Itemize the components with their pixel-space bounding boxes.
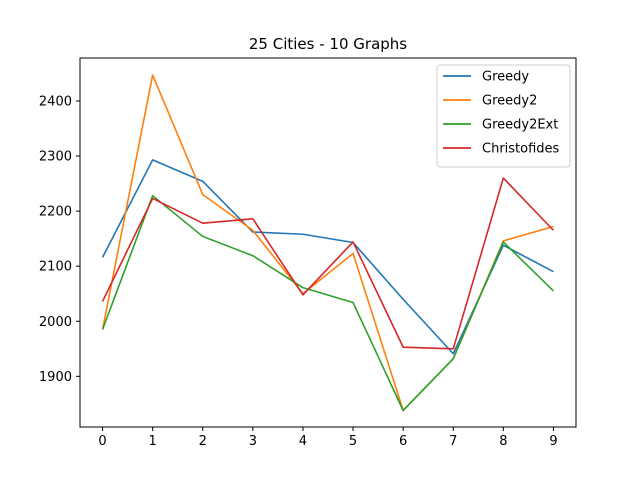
x-tick-label: 3 — [249, 434, 257, 449]
x-tick-label: 0 — [98, 434, 106, 449]
y-tick-label: 2000 — [39, 315, 72, 330]
legend: Greedy Greedy2 Greedy2Ext Christofides — [436, 64, 571, 168]
y-tick-label: 1900 — [39, 370, 72, 385]
legend-label-greedy: Greedy — [482, 70, 529, 85]
x-tick-label: 4 — [299, 434, 307, 449]
y-tick-label: 2100 — [39, 260, 72, 275]
legend-box — [436, 64, 571, 168]
chart-title: 25 Cities - 10 Graphs — [249, 35, 407, 53]
y-tick-label: 2200 — [39, 205, 72, 220]
series-line-christofides — [101, 177, 555, 350]
series-line-greedy2ext — [101, 194, 555, 412]
axes-layer: 0 1 2 3 4 5 6 7 8 9 1900 2000 2100 2200 2300 2400 — [39, 94, 558, 449]
legend-label-greedy2ext: Greedy2Ext — [482, 118, 558, 133]
legend-label-greedy2: Greedy2 — [482, 94, 537, 109]
y-tick-label: 2300 — [39, 150, 72, 165]
plot-frame — [79, 57, 577, 428]
legend-label-christofides: Christofides — [482, 142, 560, 157]
y-tick-label: 2400 — [39, 94, 72, 109]
series-layer — [101, 74, 555, 412]
x-tick-label: 1 — [149, 434, 157, 449]
x-tick-label: 8 — [499, 434, 507, 449]
x-tick-label: 9 — [549, 434, 557, 449]
x-tick-label: 7 — [449, 434, 457, 449]
x-tick-label: 2 — [199, 434, 207, 449]
x-tick-label: 6 — [399, 434, 407, 449]
x-tick-label: 5 — [349, 434, 357, 449]
